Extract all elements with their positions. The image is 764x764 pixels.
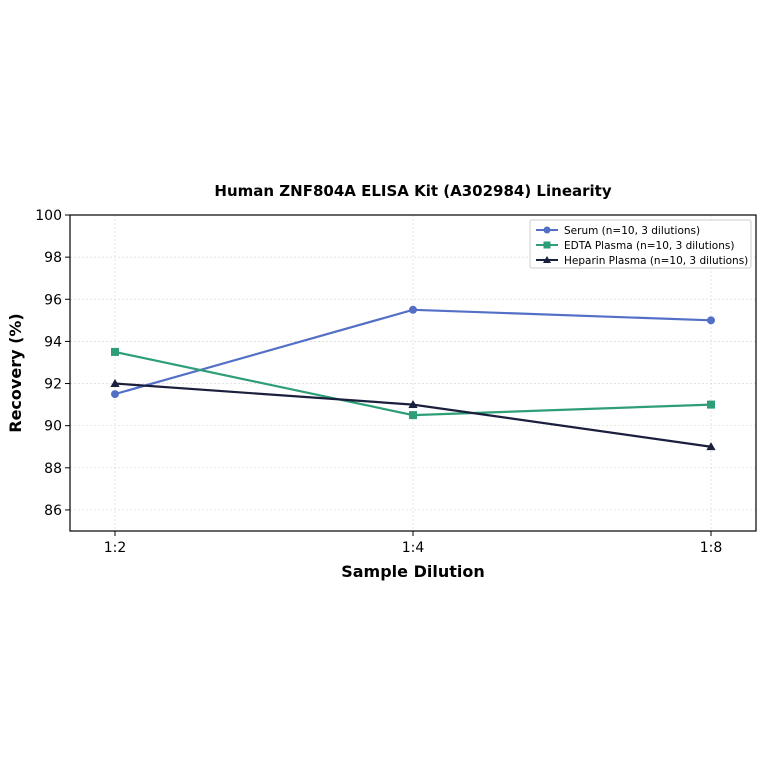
y-tick-label: 100 xyxy=(35,208,62,224)
x-axis-label: Sample Dilution xyxy=(341,562,485,581)
axis-ticks: 86 88 90 92 94 96 98 100 1:2 1:4 1:8 xyxy=(35,208,722,556)
legend: Serum (n=10, 3 dilutions) EDTA Plasma (n=… xyxy=(529,219,752,269)
x-tick-label: 1:8 xyxy=(700,540,723,556)
series-2 xyxy=(111,347,715,420)
data-point xyxy=(111,390,119,399)
data-point xyxy=(409,411,417,420)
legend-marker xyxy=(543,241,551,249)
y-tick-label: 90 xyxy=(44,419,62,435)
legend-label: EDTA Plasma (n=10, 3 dilutions) xyxy=(564,240,734,252)
series-1 xyxy=(111,305,715,399)
legend-label: Heparin Plasma (n=10, 3 dilutions) xyxy=(564,255,748,267)
data-point xyxy=(409,305,417,314)
legend-marker xyxy=(543,226,551,234)
y-axis-label: Recovery (%) xyxy=(6,313,25,432)
x-tick-label: 1:2 xyxy=(104,540,127,556)
y-tick-label: 86 xyxy=(44,503,62,519)
x-tick-label: 1:4 xyxy=(402,540,425,556)
legend-marker xyxy=(542,255,552,264)
y-tick-label: 98 xyxy=(44,250,62,266)
data-point xyxy=(111,347,119,356)
legend-item: Serum (n=10, 3 dilutions) xyxy=(536,225,700,237)
series-layer xyxy=(110,305,716,451)
data-point xyxy=(110,378,120,387)
legend-box xyxy=(529,219,752,269)
data-point xyxy=(707,316,715,325)
legend-item: Heparin Plasma (n=10, 3 dilutions) xyxy=(536,255,748,267)
y-tick-label: 92 xyxy=(44,377,62,393)
data-point xyxy=(706,442,716,451)
legend-item: EDTA Plasma (n=10, 3 dilutions) xyxy=(536,240,734,252)
chart-title: Human ZNF804A ELISA Kit (A302984) Linear… xyxy=(214,182,611,200)
y-tick-label: 88 xyxy=(44,461,62,477)
data-point xyxy=(707,400,715,409)
data-point xyxy=(408,400,418,409)
y-tick-label: 94 xyxy=(44,334,62,350)
series-3 xyxy=(110,378,716,451)
y-tick-label: 96 xyxy=(44,292,62,308)
legend-label: Serum (n=10, 3 dilutions) xyxy=(564,225,700,237)
